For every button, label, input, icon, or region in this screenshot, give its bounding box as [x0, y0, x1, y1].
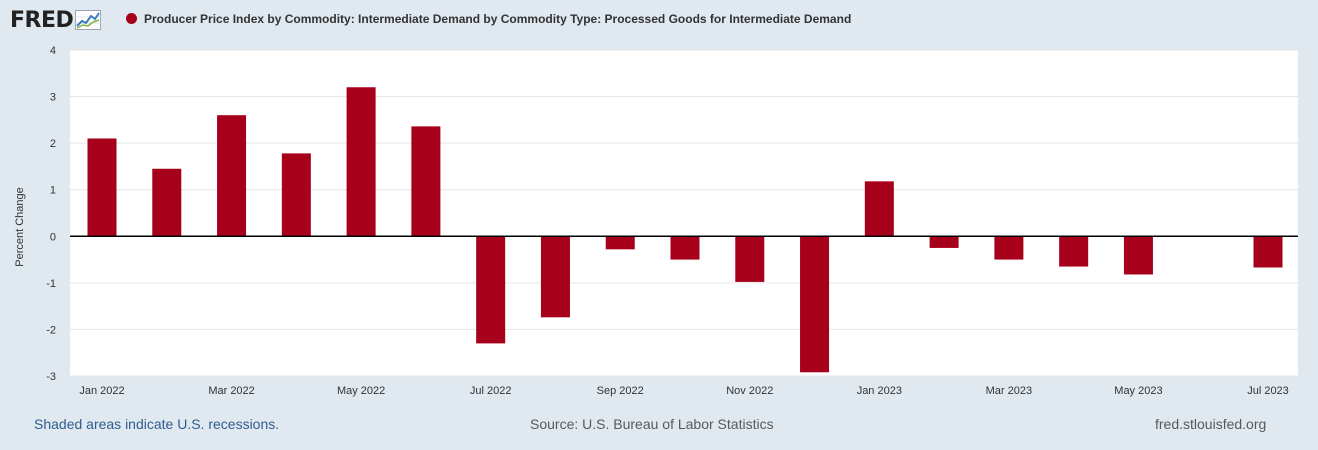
- gridlines: [70, 49, 1298, 377]
- bar-mar-2023[interactable]: [994, 236, 1024, 260]
- bar-jul-2022[interactable]: [476, 236, 506, 344]
- y-tick-label: 2: [50, 138, 56, 150]
- bar-nov-2022[interactable]: [735, 236, 765, 282]
- y-axis-ticks: 4 3 2 1 0 -1 -2 -3: [46, 45, 56, 383]
- bar-jan-2023[interactable]: [864, 181, 894, 237]
- bar-feb-2023[interactable]: [929, 236, 959, 248]
- bar-may-2023[interactable]: [1123, 236, 1153, 275]
- x-tick-label: Jul 2022: [470, 385, 512, 397]
- x-tick-label: Jan 2023: [857, 385, 902, 397]
- bar-oct-2022[interactable]: [670, 236, 700, 260]
- y-tick-label: 4: [50, 45, 56, 57]
- x-tick-label: Mar 2022: [208, 385, 254, 397]
- chart-title: Producer Price Index by Commodity: Inter…: [144, 12, 852, 26]
- x-tick-label: May 2022: [337, 385, 385, 397]
- x-axis-ticks: Jan 2022 Mar 2022 May 2022 Jul 2022 Sep 2022…: [79, 385, 1288, 397]
- bar-series: [87, 87, 1283, 373]
- bar-mar-2022[interactable]: [217, 115, 247, 237]
- site-link[interactable]: fred.stlouisfed.org: [1155, 416, 1267, 432]
- y-tick-label: 1: [50, 185, 56, 197]
- x-tick-label: Jul 2023: [1247, 385, 1289, 397]
- bar-apr-2023[interactable]: [1059, 236, 1089, 267]
- bar-jan-2022[interactable]: [87, 138, 117, 237]
- y-tick-label: -1: [46, 278, 56, 290]
- fred-logo-text: FRED: [10, 7, 74, 33]
- y-axis-label: Percent Change: [14, 187, 26, 267]
- fred-logo[interactable]: FRED: [10, 7, 102, 33]
- bar-feb-2022[interactable]: [152, 168, 182, 237]
- bar-jun-2022[interactable]: [411, 126, 441, 237]
- y-tick-label: 3: [50, 92, 56, 104]
- plot-area: [70, 50, 1298, 376]
- y-tick-label: -3: [46, 371, 56, 383]
- source-note: Source: U.S. Bureau of Labor Statistics: [530, 416, 774, 432]
- bar-sep-2022[interactable]: [605, 236, 635, 250]
- legend-series-marker: [126, 13, 137, 24]
- recession-note-link[interactable]: Shaded areas indicate U.S. recessions.: [34, 416, 280, 432]
- chart-header: FRED Producer Price Index by Commodity: …: [0, 0, 1318, 40]
- bar-chart: Percent Change 4 3 2 1 0 -1 -2 -3 Jan 2022 Mar 2…: [14, 45, 1298, 397]
- x-tick-label: Sep 2022: [597, 385, 644, 397]
- x-tick-label: Mar 2023: [986, 385, 1032, 397]
- bar-dec-2022[interactable]: [800, 236, 830, 373]
- bar-aug-2022[interactable]: [540, 236, 570, 318]
- y-tick-label: 0: [50, 231, 56, 243]
- chart-trend-icon: [75, 10, 102, 30]
- x-tick-label: May 2023: [1114, 385, 1162, 397]
- x-tick-label: Jan 2022: [79, 385, 124, 397]
- bar-may-2022[interactable]: [346, 87, 376, 237]
- y-tick-label: -2: [46, 324, 56, 336]
- bar-apr-2022[interactable]: [281, 153, 311, 237]
- x-tick-label: Nov 2022: [726, 385, 773, 397]
- bar-jul-2023[interactable]: [1253, 236, 1283, 268]
